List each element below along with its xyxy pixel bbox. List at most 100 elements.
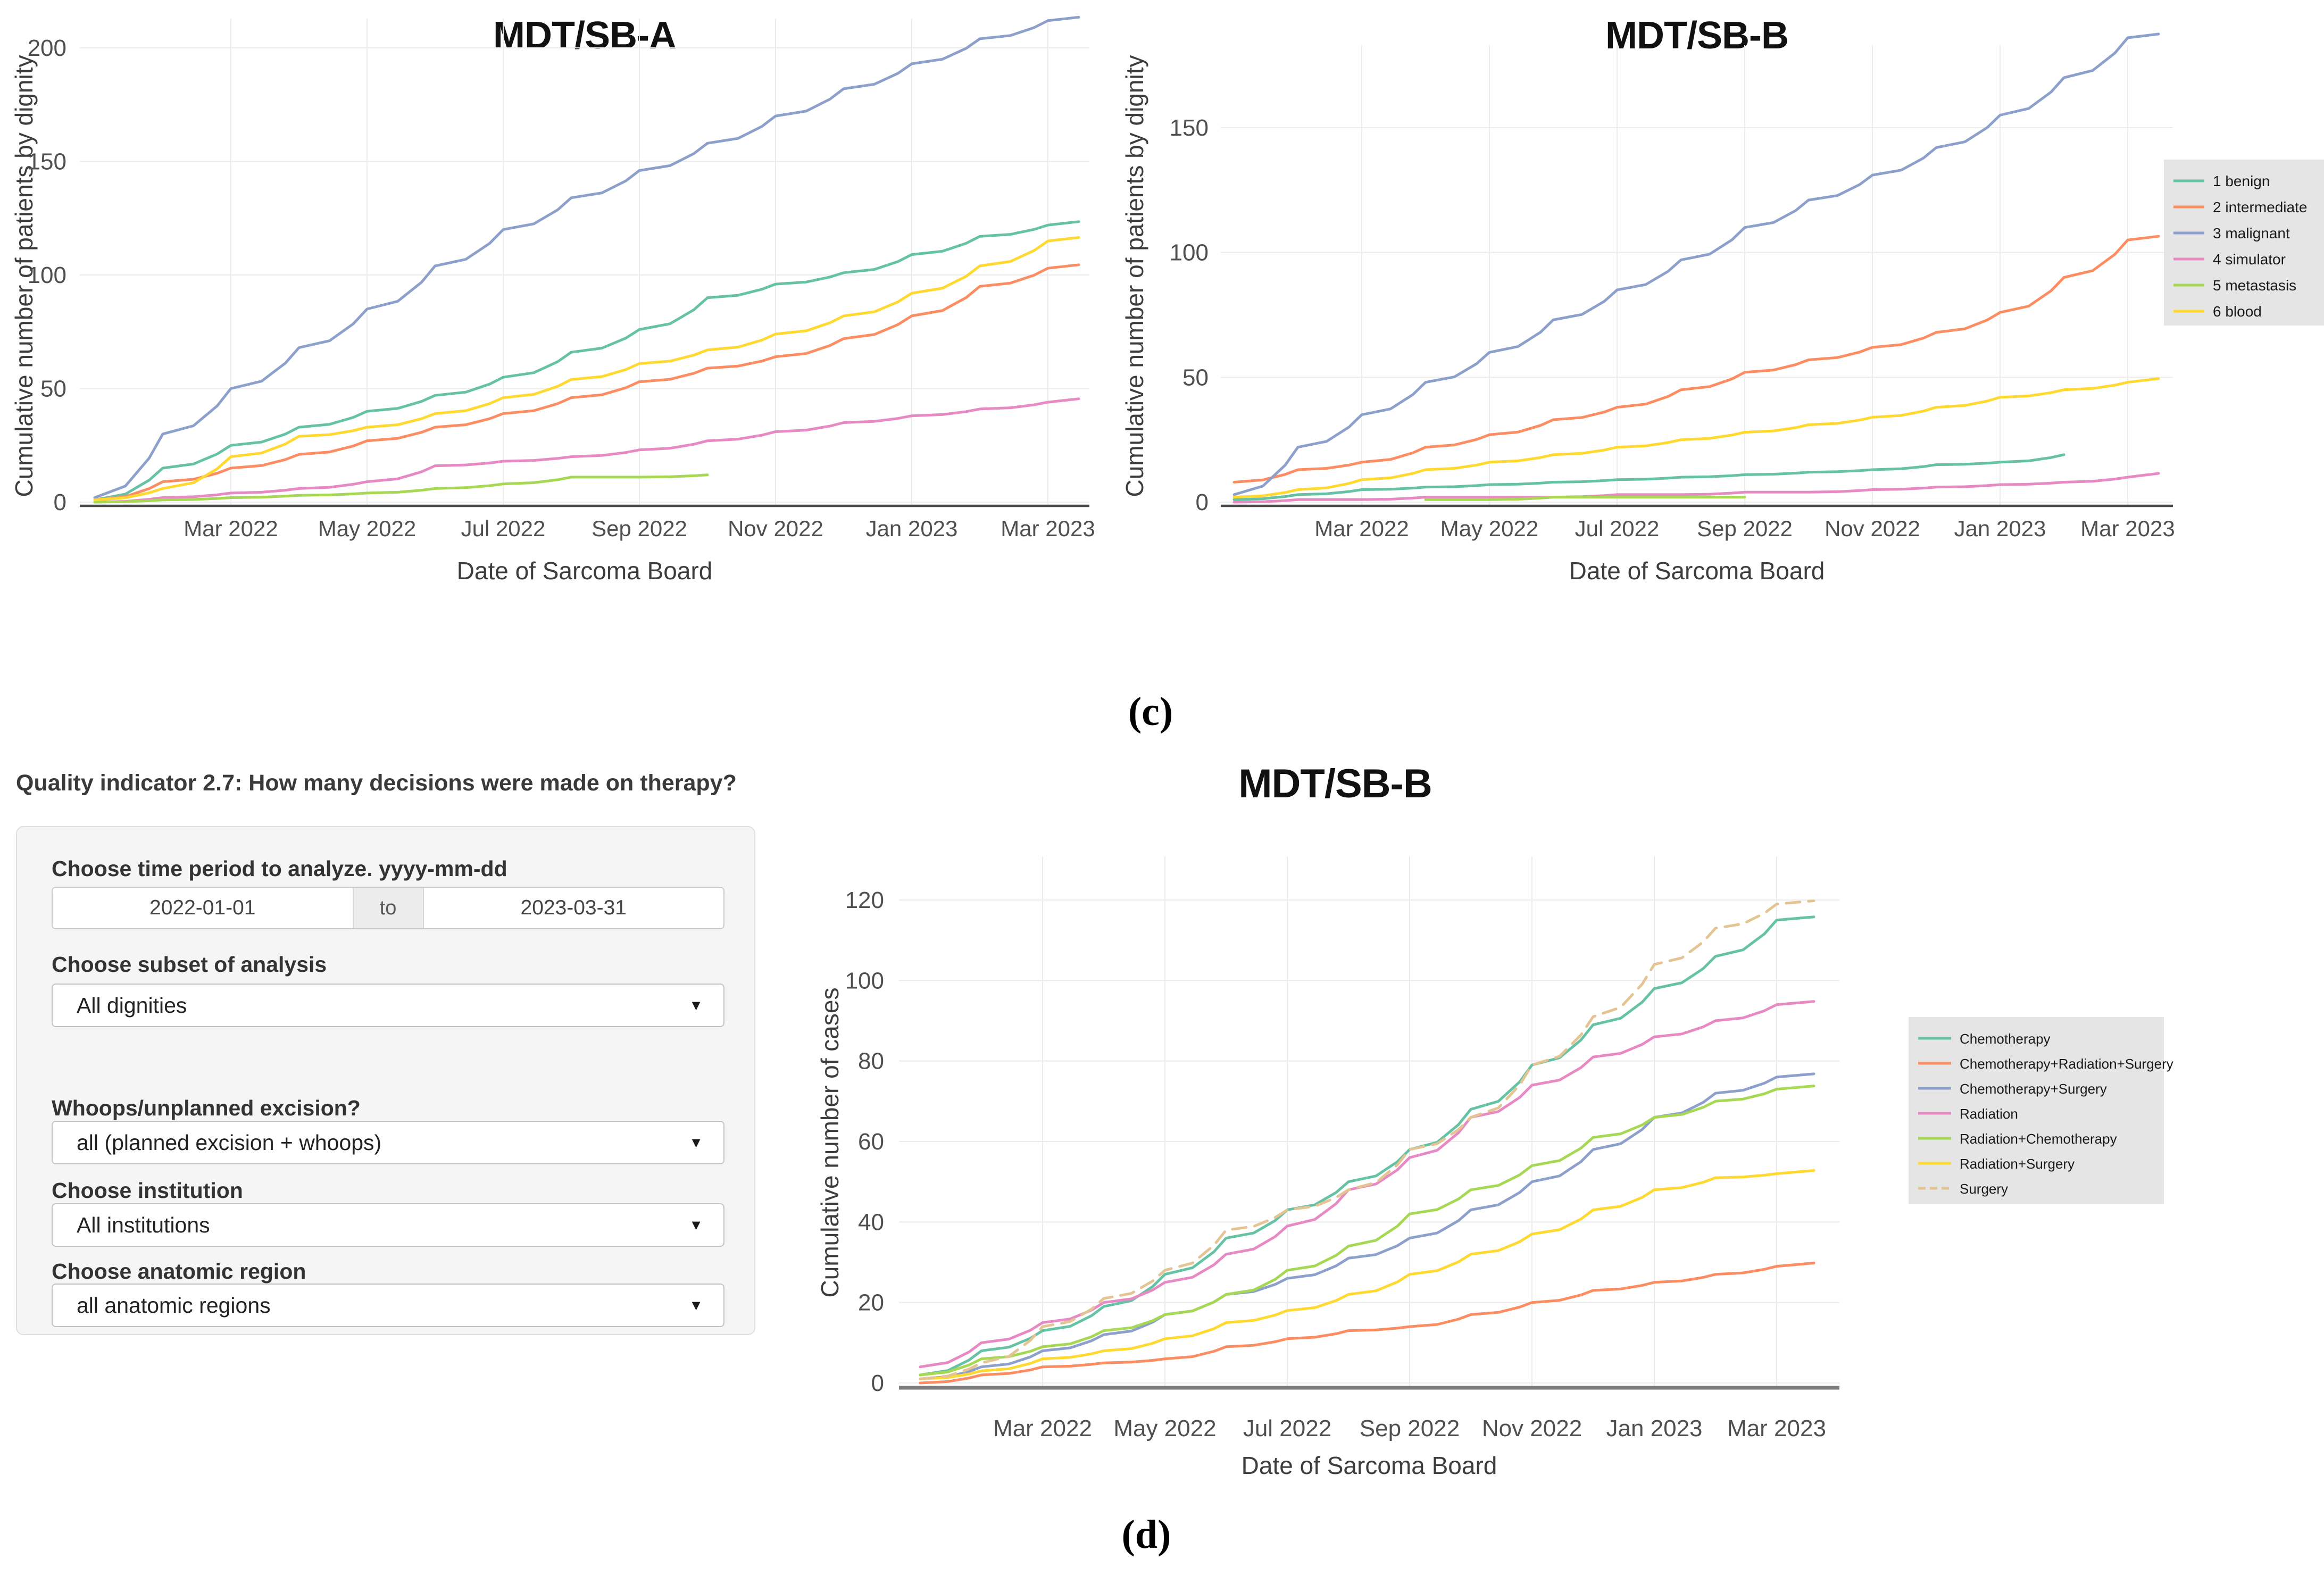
legend-entry-radiation[interactable]: Radiation — [1918, 1106, 2018, 1122]
legend-label: Surgery — [1960, 1181, 2008, 1197]
anatomic-region-label: Choose anatomic region — [52, 1259, 306, 1284]
chart-b-title: MDT/SB-B — [1605, 14, 1789, 57]
y-tick-label: 0 — [871, 1370, 884, 1396]
y-tick-label: 120 — [845, 887, 884, 913]
y-tick-label: 50 — [40, 376, 66, 402]
legend-label: 2 intermediate — [2213, 199, 2307, 215]
legend-box — [2164, 160, 2324, 326]
chart-a-x-axis-title: Date of Sarcoma Board — [456, 557, 713, 585]
y-tick-label: 50 — [1182, 364, 1209, 390]
chart-d-title: MDT/SB-B — [1238, 761, 1432, 806]
x-tick-label: Mar 2023 — [1001, 516, 1095, 541]
chevron-down-icon: ▼ — [689, 997, 703, 1013]
y-tick-label: 60 — [858, 1129, 884, 1155]
date-range-separator: to — [352, 888, 424, 928]
series-line-surgery — [919, 899, 1815, 1380]
series-line-1-benign — [93, 220, 1080, 502]
anatomic-region-select[interactable]: all anatomic regions ▼ — [52, 1284, 724, 1327]
x-tick-label: Jan 2023 — [866, 516, 958, 541]
series-line-3-malignant — [1232, 32, 2160, 496]
legend-label: Radiation+Chemotherapy — [1960, 1131, 2117, 1147]
x-tick-label: May 2022 — [1440, 516, 1538, 541]
legend-label: Chemotherapy+Radiation+Surgery — [1960, 1056, 2173, 1072]
legend-entry-4-simulator[interactable]: 4 simulator — [2173, 251, 2286, 268]
y-tick-label: 40 — [858, 1209, 884, 1235]
x-tick-label: Mar 2022 — [993, 1415, 1092, 1441]
institution-label: Choose institution — [52, 1178, 243, 1203]
legend-box — [1909, 1017, 2164, 1204]
x-tick-label: Sep 2022 — [1697, 516, 1793, 541]
whoops-select[interactable]: all (planned excision + whoops) ▼ — [52, 1121, 724, 1164]
series-line-chemotherapy-surgery — [919, 1072, 1815, 1380]
time-period-label: Choose time period to analyze. yyyy-mm-d… — [52, 856, 507, 881]
legend-entry-3-malignant[interactable]: 3 malignant — [2173, 225, 2290, 241]
chevron-down-icon: ▼ — [689, 1217, 703, 1233]
series-line-3-malignant — [93, 15, 1080, 499]
legend-entry-chemotherapy[interactable]: Chemotherapy — [1918, 1031, 2051, 1047]
legend-label: 4 simulator — [2213, 251, 2286, 268]
anatomic-region-select-value: all anatomic regions — [77, 1293, 271, 1318]
figure-caption-d: (d) — [1121, 1512, 1171, 1557]
chart-mdt-sb-b-dignity: 0 50 100 150 Mar 2022 May 2022 Jul 2022 Sep 202… — [1170, 32, 2324, 541]
whoops-label: Whoops/unplanned excision? — [52, 1096, 361, 1120]
x-tick-label: Mar 2023 — [2080, 516, 2175, 541]
series-line-radiation-chemotherapy — [919, 1085, 1815, 1377]
series-line-radiation-surgery — [919, 1169, 1815, 1380]
y-tick-label: 150 — [1170, 115, 1209, 141]
series-line-6-blood — [93, 236, 1080, 502]
x-tick-label: Jul 2022 — [461, 516, 546, 541]
date-to-input[interactable]: 2023-03-31 — [423, 888, 723, 928]
legend-entry-surgery[interactable]: Surgery — [1918, 1181, 2008, 1197]
quality-indicator-heading: Quality indicator 2.7: How many decision… — [16, 770, 737, 796]
x-tick-label: Sep 2022 — [1360, 1415, 1460, 1441]
legend-label: Radiation+Surgery — [1960, 1156, 2075, 1172]
chart-a-title: MDT/SB-A — [493, 14, 677, 57]
chevron-down-icon: ▼ — [689, 1135, 703, 1151]
x-tick-label: Nov 2022 — [728, 516, 823, 541]
legend-label: 3 malignant — [2213, 225, 2290, 241]
x-tick-label: Jul 2022 — [1575, 516, 1660, 541]
chart-mdt-sb-b-therapy: 0 20 40 60 80 100 120 Mar 2022 May 2022 Jul 2022 S… — [845, 856, 2173, 1441]
legend-label: Chemotherapy — [1960, 1031, 2051, 1047]
legend-entry-1-benign[interactable]: 1 benign — [2173, 173, 2270, 189]
chevron-down-icon: ▼ — [689, 1297, 703, 1313]
legend-entry-chemotherapy-surgery[interactable]: Chemotherapy+Surgery — [1918, 1081, 2107, 1097]
x-tick-label: Jan 2023 — [1606, 1415, 1702, 1441]
series-line-2-intermediate — [93, 263, 1080, 502]
legend-entry-2-intermediate[interactable]: 2 intermediate — [2173, 199, 2307, 215]
chart-d-y-axis-title: Cumulative number of cases — [816, 987, 844, 1298]
series-line-chemotherapy-radiation-surgery — [919, 1262, 1815, 1385]
subset-select[interactable]: All dignities ▼ — [52, 984, 724, 1027]
legend-entry-5-metastasis[interactable]: 5 metastasis — [2173, 277, 2296, 294]
legend-label: Chemotherapy+Surgery — [1960, 1081, 2107, 1097]
subset-label: Choose subset of analysis — [52, 952, 327, 977]
y-tick-label: 20 — [858, 1290, 884, 1316]
x-tick-label: May 2022 — [1113, 1415, 1216, 1441]
date-from-input[interactable]: 2022-01-01 — [53, 888, 353, 928]
chart-d-x-axis-title: Date of Sarcoma Board — [1241, 1452, 1497, 1479]
chart-b-x-axis-title: Date of Sarcoma Board — [1569, 557, 1825, 585]
legend-entry-chemotherapy-radiation-surgery[interactable]: Chemotherapy+Radiation+Surgery — [1918, 1056, 2173, 1072]
y-tick-label: 100 — [845, 968, 884, 994]
series-line-2-intermediate — [1232, 235, 2160, 484]
legend-entry-6-blood[interactable]: 6 blood — [2173, 303, 2262, 320]
chart-a-y-axis-title: Cumulative number of patients by dignity — [10, 55, 38, 497]
filter-panel: Choose time period to analyze. yyyy-mm-d… — [16, 826, 755, 1335]
series-line-5-metastasis — [1424, 496, 1746, 501]
institution-select[interactable]: All institutions ▼ — [52, 1203, 724, 1247]
x-tick-label: Jan 2023 — [1954, 516, 2046, 541]
series-line-5-metastasis — [93, 473, 709, 504]
y-tick-label: 80 — [858, 1048, 884, 1074]
x-tick-label: Jul 2022 — [1243, 1415, 1331, 1441]
subset-select-value: All dignities — [77, 993, 187, 1018]
series-line-4-simulator — [93, 397, 1080, 504]
y-tick-label: 0 — [54, 489, 66, 515]
x-tick-label: Mar 2022 — [184, 516, 278, 541]
y-tick-label: 100 — [1170, 240, 1209, 266]
legend-label: 1 benign — [2213, 173, 2270, 189]
legend-entry-radiation-surgery[interactable]: Radiation+Surgery — [1918, 1156, 2075, 1172]
legend-label: Radiation — [1960, 1106, 2018, 1122]
figure-caption-c: (c) — [1128, 689, 1173, 734]
institution-select-value: All institutions — [77, 1213, 210, 1237]
legend-entry-radiation-chemotherapy[interactable]: Radiation+Chemotherapy — [1918, 1131, 2117, 1147]
